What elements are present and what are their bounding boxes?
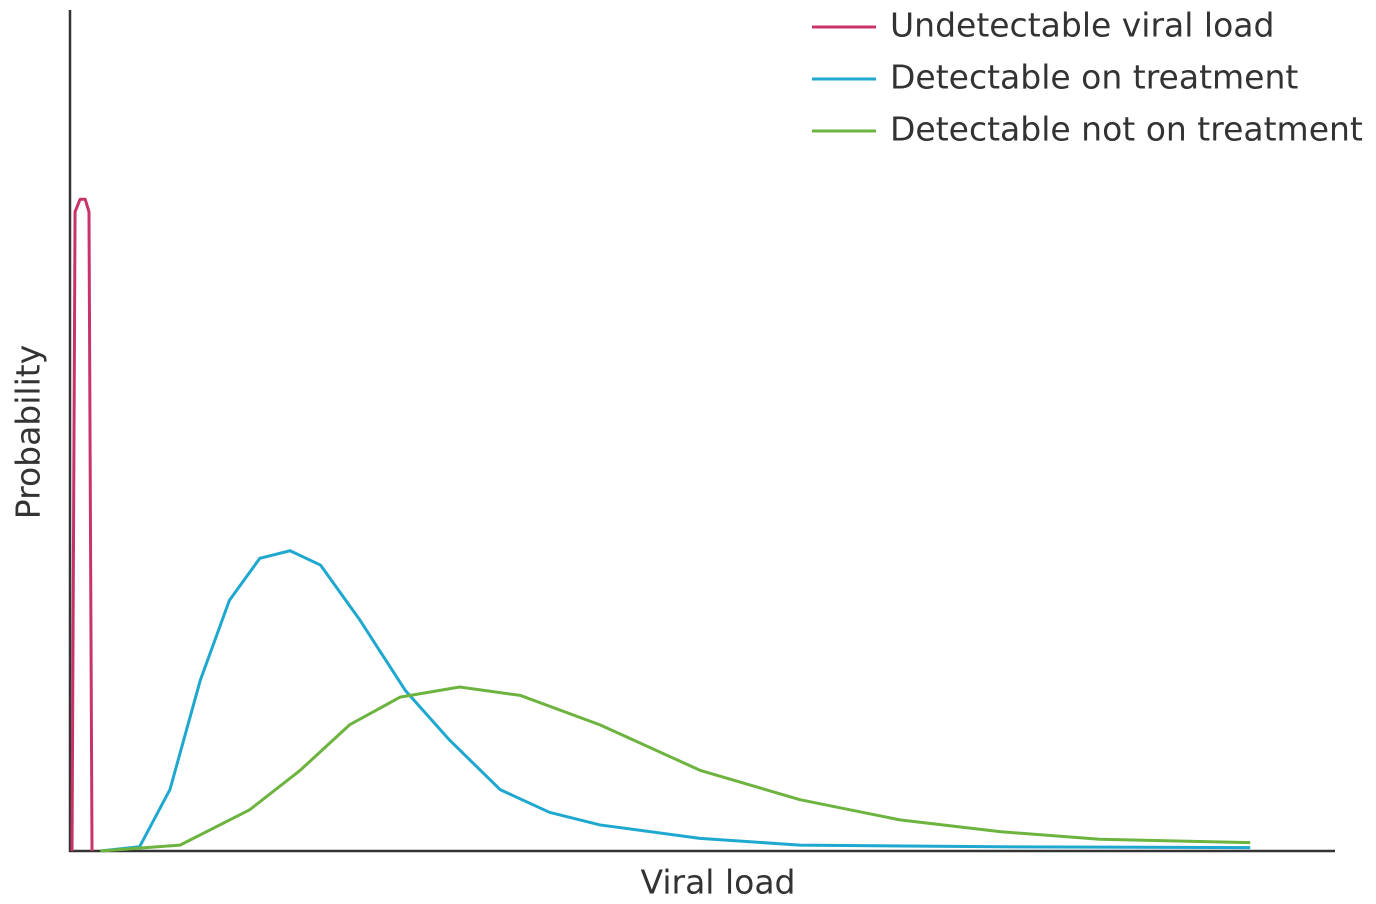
series-line <box>70 197 94 852</box>
y-axis-label: Probability <box>9 345 48 519</box>
series-line <box>100 549 1251 853</box>
series-line <box>100 685 1251 853</box>
legend-label: Undetectable viral load <box>890 6 1274 45</box>
legend-label: Detectable on treatment <box>890 58 1298 97</box>
x-axis-label: Viral load <box>641 863 796 902</box>
legend-label: Detectable not on treatment <box>890 110 1363 149</box>
